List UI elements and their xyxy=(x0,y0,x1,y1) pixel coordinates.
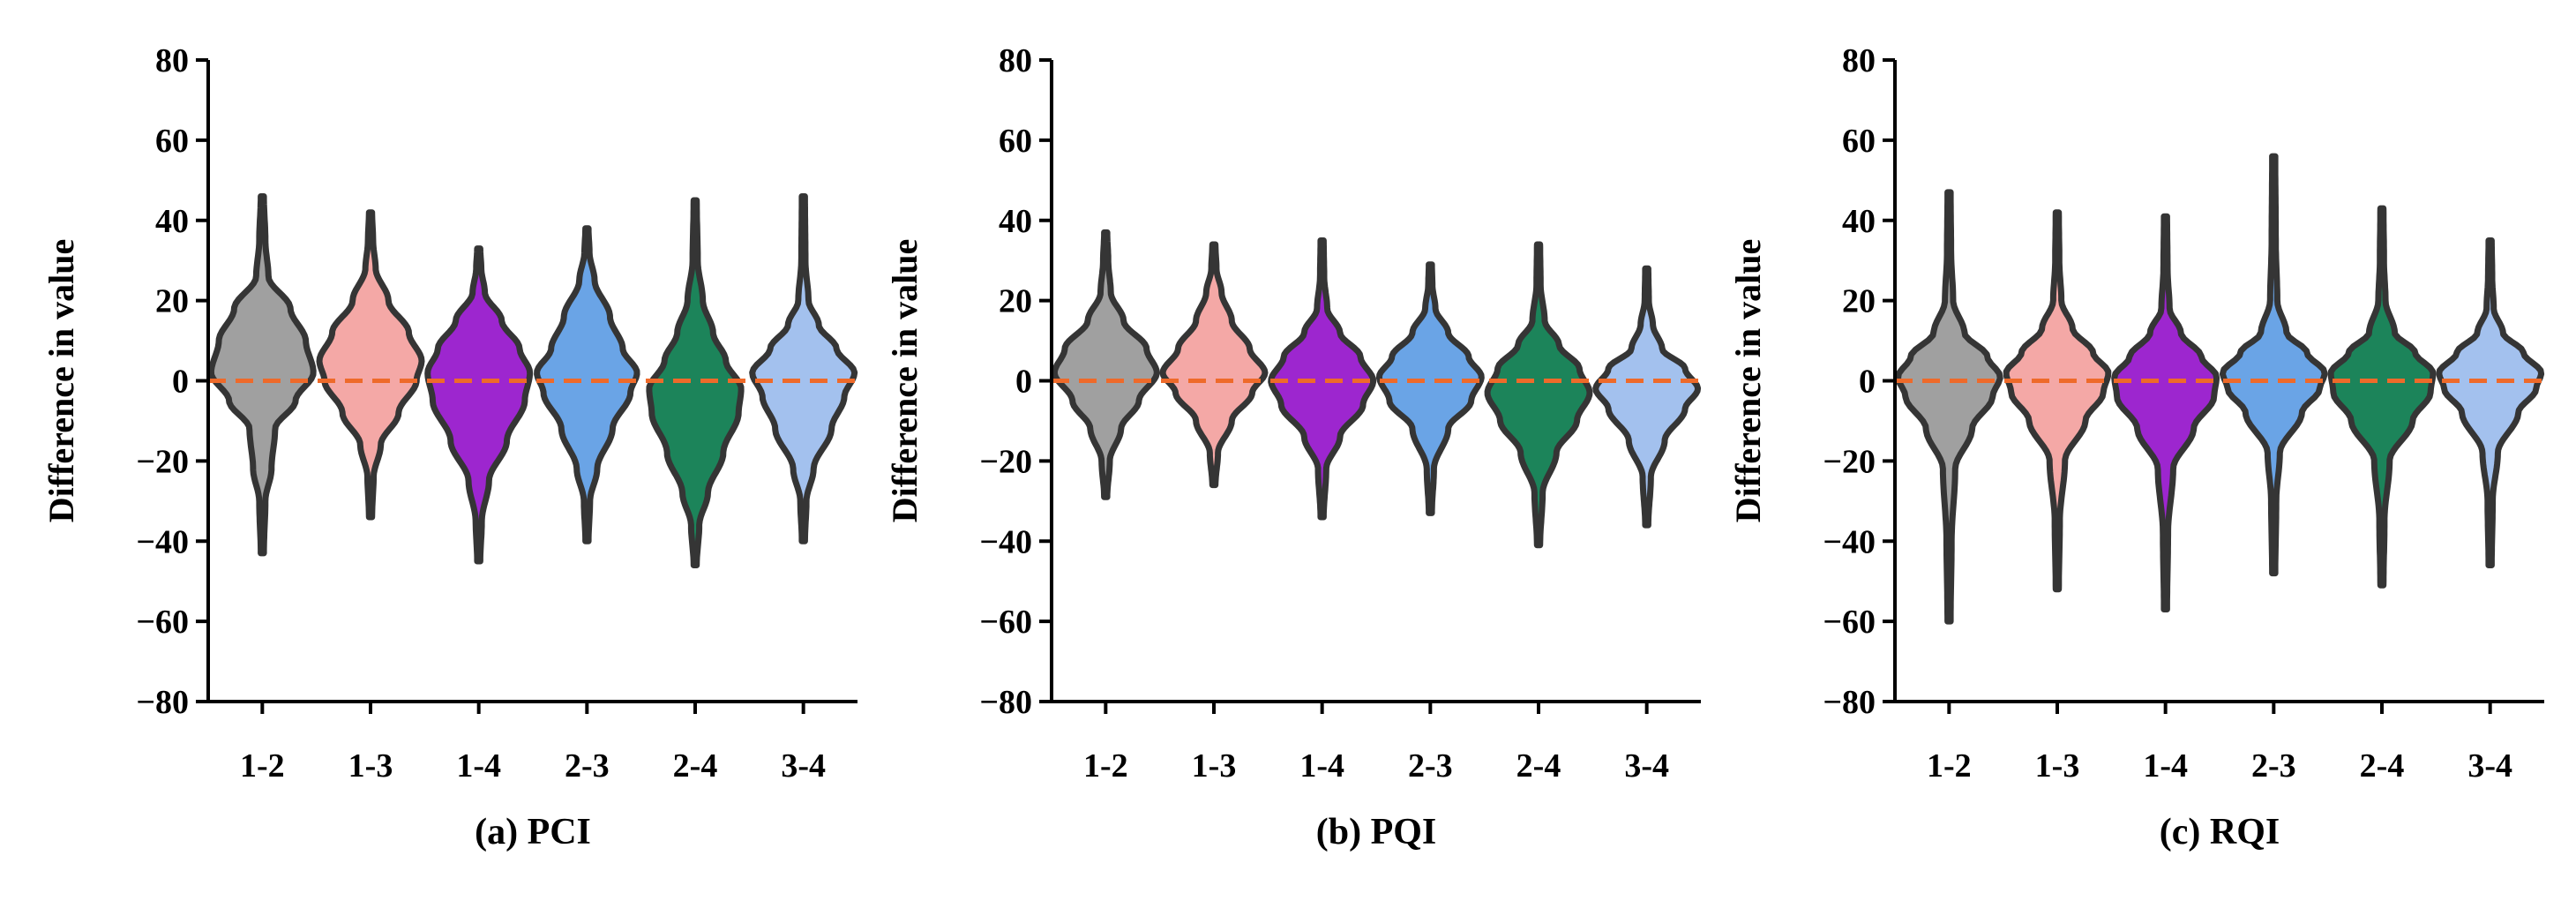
x-tick-label: 1-2 xyxy=(240,747,285,785)
violin-2-4 xyxy=(2327,205,2437,589)
x-tick-label: 1-4 xyxy=(456,747,501,785)
x-tick-label: 2-3 xyxy=(1408,747,1453,785)
violin-2-4 xyxy=(646,197,745,568)
y-tick-label: −20 xyxy=(136,443,189,480)
y-tick-label: 20 xyxy=(999,283,1032,320)
y-tick-label: −80 xyxy=(136,684,189,721)
violin-1-3 xyxy=(2003,209,2112,593)
x-tick-label: 3-4 xyxy=(781,747,826,785)
y-axis-title: Difference in value xyxy=(885,239,925,522)
y-tick-label: 0 xyxy=(1859,364,1876,401)
x-tick-label: 2-4 xyxy=(1516,747,1561,785)
y-tick-label: 80 xyxy=(1842,42,1876,79)
y-tick-label: 80 xyxy=(999,42,1032,79)
x-tick-label: 1-2 xyxy=(1083,747,1128,785)
x-tick-label: 1-4 xyxy=(1299,747,1344,785)
x-tick-label: 2-4 xyxy=(2360,747,2405,785)
y-tick-label: 40 xyxy=(999,203,1032,240)
y-tick-label: −80 xyxy=(979,684,1032,721)
panel-3: 80 60 40 20 0 −20 −40 −60 −80 1-2 1-3 1-4 2-3 2-4 3-4 D… xyxy=(1728,42,2545,852)
violin-1-4 xyxy=(2111,213,2220,612)
panel-caption: (b) PQI xyxy=(1316,812,1437,852)
y-tick-label: 40 xyxy=(1842,203,1876,240)
y-tick-label: −80 xyxy=(1823,684,1876,721)
panel-2: 80 60 40 20 0 −20 −40 −60 −80 1-2 1-3 1-4 2-3 2-4 3-4 D… xyxy=(885,42,1702,852)
violin-3-4 xyxy=(1592,265,1702,529)
violin-2-3 xyxy=(534,225,640,544)
x-tick-label: 2-4 xyxy=(673,747,718,785)
violin-1-2 xyxy=(1051,229,1160,500)
violin-2-3 xyxy=(1375,261,1485,516)
y-tick-label: −40 xyxy=(136,523,189,560)
x-tick-label: 3-4 xyxy=(2467,747,2512,785)
violin-2-3 xyxy=(2219,153,2328,577)
violin-3-4 xyxy=(749,193,858,544)
violin-1-3 xyxy=(316,209,425,521)
y-tick-label: 0 xyxy=(172,364,189,401)
panel-caption: (c) RQI xyxy=(2160,812,2280,852)
y-tick-label: −60 xyxy=(979,604,1032,641)
y-tick-label: −20 xyxy=(979,443,1032,480)
x-tick-label: 1-3 xyxy=(1192,747,1237,785)
y-tick-label: 0 xyxy=(1015,364,1032,401)
y-tick-label: 60 xyxy=(1842,123,1876,160)
violin-3-4 xyxy=(2436,237,2545,568)
x-tick-label: 3-4 xyxy=(1624,747,1669,785)
violin-1-4 xyxy=(424,245,534,565)
violin-1-2 xyxy=(207,193,317,557)
violin-2-4 xyxy=(1484,241,1593,549)
y-tick-label: 20 xyxy=(155,283,189,320)
violin-1-2 xyxy=(1895,189,2003,625)
y-tick-label: −40 xyxy=(979,523,1032,560)
x-tick-label: 1-3 xyxy=(2035,747,2080,785)
y-tick-label: 20 xyxy=(1842,283,1876,320)
panel-1: 80 60 40 20 0 −20 −40 −60 −80 1-2 1-3 1-4 2-3 2-4 3-4 D… xyxy=(41,42,858,852)
x-tick-label: 2-3 xyxy=(2251,747,2296,785)
x-tick-label: 2-3 xyxy=(565,747,610,785)
y-tick-label: 60 xyxy=(155,123,189,160)
y-axis-title: Difference in value xyxy=(1728,239,1768,522)
y-tick-label: 80 xyxy=(155,42,189,79)
y-tick-label: −60 xyxy=(1823,604,1876,641)
violin-1-3 xyxy=(1159,241,1269,489)
y-tick-label: −60 xyxy=(136,604,189,641)
y-tick-label: −20 xyxy=(1823,443,1876,480)
y-tick-label: −40 xyxy=(1823,523,1876,560)
y-axis-title: Difference in value xyxy=(41,239,81,522)
panel-caption: (a) PCI xyxy=(475,812,591,852)
y-tick-label: 40 xyxy=(155,203,189,240)
x-tick-label: 1-2 xyxy=(1927,747,1972,785)
x-tick-label: 1-4 xyxy=(2143,747,2188,785)
x-tick-label: 1-3 xyxy=(348,747,393,785)
y-tick-label: 60 xyxy=(999,123,1032,160)
violin-1-4 xyxy=(1268,237,1377,521)
